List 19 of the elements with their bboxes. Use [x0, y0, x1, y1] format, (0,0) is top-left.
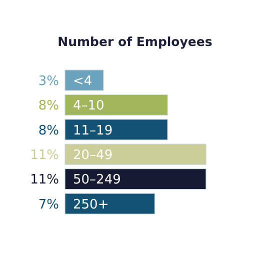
data-label: 8% [38, 123, 59, 138]
y-tick-label: 250+ [73, 197, 109, 212]
y-tick-label: 4–10 [73, 98, 104, 114]
data-label: 7% [38, 197, 59, 212]
bar [64, 70, 104, 91]
bar [64, 168, 206, 190]
data-label: 11% [30, 148, 59, 164]
data-label: 3% [38, 74, 59, 89]
bar [64, 94, 168, 116]
bar [64, 119, 168, 140]
y-tick-label: 11–19 [73, 123, 113, 138]
chart-title: Number of Employees [58, 34, 212, 49]
data-label: 8% [38, 98, 59, 114]
bar [64, 193, 156, 214]
bar [64, 144, 206, 165]
data-label: 11% [30, 172, 59, 188]
y-tick-label: <4 [73, 74, 92, 89]
y-tick-label: 50–249 [73, 172, 121, 188]
y-tick-label: 20–49 [73, 148, 113, 164]
